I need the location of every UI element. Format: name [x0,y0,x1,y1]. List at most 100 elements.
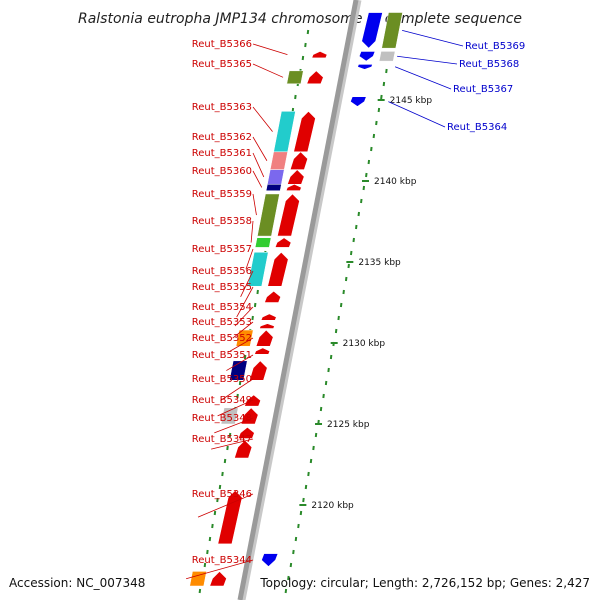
scale-tick-label: 2125 kbp [327,420,370,430]
gene-label-leader [232,321,254,339]
gene-label[interactable]: Reut_B5369 [465,41,525,52]
gene-arrow [217,489,243,545]
gene-label[interactable]: Reut_B5358 [192,216,252,227]
guide-dot-left [256,289,259,295]
gene-label-leader [252,63,284,78]
cog-block [257,193,280,237]
guide-dot-left [203,562,207,568]
cog-block [286,70,304,85]
gene-arrow [264,290,282,303]
guide-dot-right [362,185,366,191]
scale-tick-label: 2140 kbp [374,177,417,187]
gene-label-leader [236,286,254,318]
guide-dot-left [198,588,202,594]
cog-block [235,329,254,347]
gene-label[interactable]: Reut_B5362 [192,132,252,143]
guide-dot-right [377,107,381,113]
cog-block [189,571,207,587]
guide-dot-left [216,497,219,503]
gene-label-leader [252,106,273,132]
cog-block [220,407,239,425]
gene-arrow [209,570,227,587]
gene-arrow [293,110,316,153]
cog-block [265,183,282,191]
guide-dot-left [294,94,297,100]
gene-label[interactable]: Reut_B5363 [192,102,252,113]
gene-label-leader [388,101,446,128]
guide-dot-right [307,471,310,477]
gene-label[interactable]: Reut_B5366 [192,39,252,50]
gene-label[interactable]: Reut_B5356 [192,266,252,277]
guide-dot-right [339,302,343,308]
gene-label[interactable]: Reut_B5367 [453,84,513,95]
gene-arrow [274,237,292,248]
guide-dot-right [342,289,345,295]
guide-dot-right [292,549,295,555]
guide-dot-right [365,172,368,178]
gene-label-leader [226,354,254,371]
gene-arrow [358,51,376,62]
guide-dot-right [349,250,353,256]
guide-dot-right [355,224,358,230]
cog-block [254,237,272,248]
guide-dot-left [306,29,310,35]
gene-label[interactable]: Reut_B5360 [192,166,252,177]
gene-label[interactable]: Reut_B5351 [192,350,252,361]
guide-dot-right [322,393,325,399]
gene-label[interactable]: Reut_B5350 [192,374,252,385]
guide-dot-right [367,159,371,165]
gene-label-leader [250,220,254,243]
guide-dot-left [221,471,224,477]
gene-arrow [285,183,302,192]
gene-track [209,12,383,587]
guide-dot-right [372,133,376,139]
gene-label[interactable]: Reut_B5348 [192,413,252,424]
gene-labels: Reut_B5366 Reut_B5365 Reut_B5363 Reut_B5362… [186,29,525,580]
guide-dot-left [211,523,214,529]
guide-dot-right [344,276,348,282]
guide-dot-right [375,120,378,126]
gene-label[interactable]: Reut_B5353 [192,317,252,328]
gene-label-leader [186,559,254,580]
gene-label[interactable]: Reut_B5355 [192,282,252,293]
gene-label-leader [252,43,288,56]
cog-block [378,51,396,62]
backbone-line [237,0,359,600]
gene-label-leader [229,337,254,352]
guide-dot-right [329,354,333,360]
gene-arrow [289,151,308,170]
guide-dot-left [243,354,247,360]
cog-block [269,151,288,170]
gene-label[interactable]: Reut_B5346 [192,489,252,500]
scale-tick-label: 2130 kbp [343,339,386,349]
guide-dot-right [299,510,303,516]
cog-track [189,12,403,587]
gene-label[interactable]: Reut_B5347 [192,434,252,445]
guide-dot-right [289,562,293,568]
guide-dot-right [352,237,355,243]
gene-label[interactable]: Reut_B5359 [192,189,252,200]
gene-label[interactable]: Reut_B5361 [192,148,252,159]
guide-dot-left [213,510,217,516]
guide-dot-left [253,302,257,308]
gene-label[interactable]: Reut_B5352 [192,333,252,344]
guide-dot-right [337,315,340,321]
gene-label[interactable]: Reut_B5357 [192,244,252,255]
gene-arrow [357,64,373,70]
gene-label[interactable]: Reut_B5354 [192,302,252,313]
gene-arrow [361,12,383,49]
gene-label[interactable]: Reut_B5364 [447,122,507,133]
gene-label[interactable]: Reut_B5349 [192,395,252,406]
gene-label[interactable]: Reut_B5344 [192,555,252,566]
gene-label[interactable]: Reut_B5365 [192,59,252,70]
guide-dot-left [226,445,229,451]
gene-label-leader [397,55,458,65]
gene-label[interactable]: Reut_B5368 [459,59,519,70]
gene-label-leader [252,193,257,216]
gene-arrow [350,96,367,107]
guide-dot-left [301,55,305,61]
gene-arrow [267,251,289,287]
gene-arrow [276,193,300,237]
map-title: Ralstonia eutropha JMP134 chromosome 2, … [78,11,522,27]
